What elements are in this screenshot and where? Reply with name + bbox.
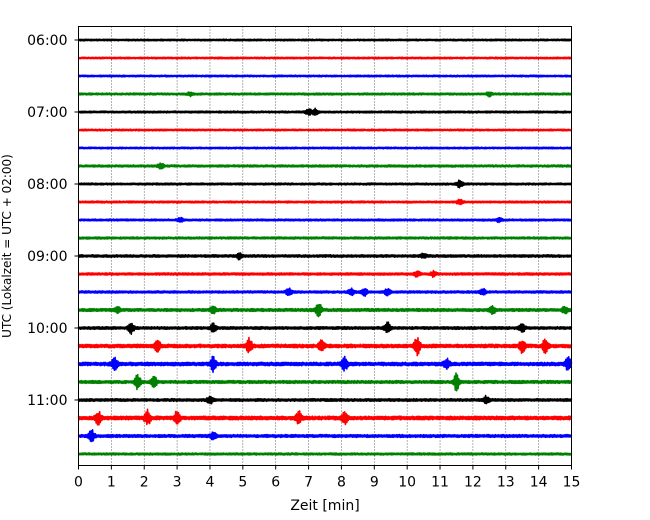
- y-tick-label: 06:00: [27, 33, 67, 49]
- x-tick-label: 2: [140, 475, 149, 491]
- x-tick-label: 12: [464, 475, 482, 491]
- trace-line: [77, 179, 573, 189]
- x-tick-label: 15: [563, 475, 581, 491]
- trace-line: [77, 128, 573, 132]
- trace-line: [77, 355, 573, 373]
- plot-frame: [78, 26, 572, 466]
- trace-line: [77, 146, 573, 150]
- y-axis: 06:00 07:00 08:00 09:00 10:00 11:00: [27, 33, 79, 409]
- x-tick-label: 9: [370, 475, 379, 491]
- trace-line: [77, 394, 573, 405]
- vertical-grid: [111, 26, 539, 466]
- trace-line: [77, 287, 573, 298]
- trace-line: [77, 107, 573, 116]
- x-tick-label: 13: [497, 475, 515, 491]
- trace-line: [77, 198, 573, 206]
- x-tick-label: 7: [304, 475, 313, 491]
- trace-line: [77, 252, 573, 261]
- trace-series: [77, 38, 573, 456]
- trace-line: [77, 91, 573, 98]
- y-tick-label: 08:00: [27, 177, 67, 193]
- trace-line: [77, 38, 573, 42]
- trace-line: [77, 372, 573, 392]
- x-tick-label: 11: [431, 475, 449, 491]
- y-tick-label: 10:00: [27, 321, 67, 337]
- trace-line: [77, 408, 573, 426]
- y-axis-label: UTC (Lokalzeit = UTC + 02:00): [0, 154, 14, 338]
- trace-line: [77, 336, 573, 357]
- x-tick-label: 14: [530, 475, 548, 491]
- x-tick-label: 6: [271, 475, 280, 491]
- x-tick-label: 0: [74, 475, 83, 491]
- x-axis: 0 1 2 3 4 5 6 7 8 9 10 11 12 13 14 15: [74, 465, 581, 491]
- x-tick-label: 5: [238, 475, 247, 491]
- x-tick-label: 10: [398, 475, 416, 491]
- trace-line: [77, 236, 573, 240]
- trace-line: [77, 56, 573, 60]
- x-axis-label: Zeit [min]: [290, 498, 359, 514]
- trace-line: [77, 321, 573, 335]
- trace-line: [77, 216, 573, 224]
- x-tick-label: 3: [173, 475, 182, 491]
- trace-line: [77, 269, 573, 279]
- trace-line: [77, 429, 573, 443]
- y-tick-label: 09:00: [27, 249, 67, 265]
- x-tick-label: 1: [107, 475, 116, 491]
- x-tick-label: 8: [337, 475, 346, 491]
- y-tick-label: 11:00: [27, 393, 67, 409]
- trace-line: [77, 162, 573, 170]
- trace-line: [77, 452, 573, 456]
- x-tick-label: 4: [206, 475, 215, 491]
- trace-line: [77, 74, 573, 78]
- y-tick-label: 07:00: [27, 105, 67, 121]
- trace-line: [77, 303, 573, 318]
